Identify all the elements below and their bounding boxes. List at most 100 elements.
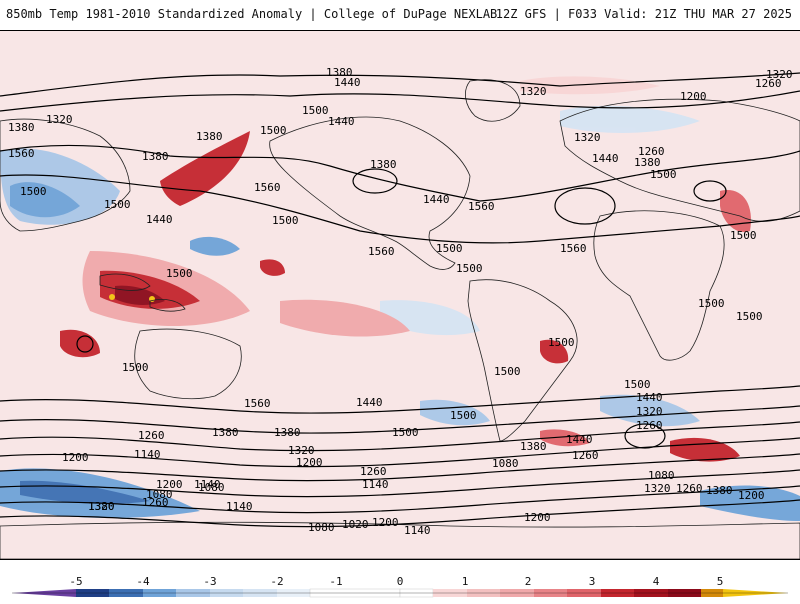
contour-label: 1560 (8, 147, 35, 160)
continent-outlines (0, 79, 800, 559)
closed-low-europe (693, 180, 727, 202)
contour-line-1440-south (0, 405, 800, 434)
contour-label: 1200 (372, 516, 399, 529)
contour-label: 1020 (342, 518, 369, 531)
contour-label: 1200 (296, 456, 323, 469)
contour-label: 1440 (328, 115, 355, 128)
contour-label: 1380 (274, 426, 301, 439)
legend-tick-label: -2 (270, 575, 284, 588)
color-scale-legend (0, 566, 800, 600)
contour-label: 1140 (194, 478, 221, 491)
contour-label: 1080 (198, 481, 225, 494)
contour-line-1500-south (0, 385, 800, 414)
legend-tick-label: -4 (136, 575, 150, 588)
contour-label: 1500 (260, 124, 287, 137)
contour-label: 1500 (20, 185, 47, 198)
contour-label: 1500 (624, 378, 651, 391)
warm-anomaly-arctic (520, 76, 660, 95)
contour-label: 1560 (468, 200, 495, 213)
cold-anomaly-south-pacific (420, 399, 490, 426)
legend-tick-label: -1 (329, 575, 343, 588)
contour-label: 1260 (142, 496, 169, 509)
contour-label: 1500 (450, 409, 477, 422)
east-asia-outline (0, 118, 131, 232)
legend-tick-label: 3 (588, 575, 596, 588)
contour-label: 1320 (46, 113, 73, 126)
contour-label: 1500 (104, 198, 131, 211)
contour-label: 1260 (638, 145, 665, 158)
contour-label: 1500 (166, 267, 193, 280)
contour-label: 1500 (302, 104, 329, 117)
closed-low-southwest-pacific (76, 335, 94, 353)
contour-label: 1140 (362, 478, 389, 491)
contour-label: 1500 (272, 214, 299, 227)
contour-label: 1200 (680, 90, 707, 103)
legend-tick-label: 0 (396, 575, 404, 588)
contour-label: 1380 (326, 66, 353, 79)
contour-label: 1320 (636, 405, 663, 418)
contour-line-1080-south (0, 499, 800, 528)
warm-anomaly-northwest-pacific (160, 131, 250, 206)
map-canvas: 1380 1440 1320 1320 1260 1200 1380 1320 … (0, 31, 800, 559)
contour-line-1200-south (0, 469, 800, 498)
contour-label: 1260 (676, 482, 703, 495)
contour-label: 1140 (226, 500, 253, 513)
contour-label: 1260 (360, 465, 387, 478)
contour-label: 1320 (574, 131, 601, 144)
contour-line-1560-north (0, 174, 800, 244)
contour-label: 1440 (592, 152, 619, 165)
contour-labels: 1380 1440 1320 1320 1260 1200 1380 1320 … (8, 66, 793, 537)
contour-label: 1560 (560, 242, 587, 255)
legend-tick-label: -3 (203, 575, 217, 588)
contour-label: 1440 (566, 433, 593, 446)
contour-label: 1500 (392, 426, 419, 439)
contour-label: 1080 (648, 469, 675, 482)
contour-label: 1500 (548, 336, 575, 349)
legend-tick-label: -5 (69, 575, 83, 588)
contour-label: 1320 (288, 444, 315, 457)
contour-label: 1440 (423, 193, 450, 206)
contour-label: 1560 (368, 245, 395, 258)
contour-label: 1200 (156, 478, 183, 491)
contour-label: 1500 (456, 262, 483, 275)
africa-outline (593, 210, 725, 361)
cold-anomaly-core (10, 182, 80, 218)
contour-label: 1500 (436, 242, 463, 255)
contour-label: 1320 (644, 482, 671, 495)
north-america-outline (269, 116, 471, 270)
contour-label: 1440 (334, 76, 361, 89)
contour-label: 1500 (698, 297, 725, 310)
cold-anomaly-central-pacific (190, 236, 240, 256)
contour-label: 1260 (138, 429, 165, 442)
antarctica-outline (0, 521, 800, 559)
warm-anomaly-south-atlantic (540, 429, 590, 447)
eurasia-outline (559, 98, 800, 222)
legend-tick-label: 4 (652, 575, 660, 588)
closed-low-northeast-pacific (352, 168, 398, 194)
contour-line-1320-south (0, 437, 800, 468)
contour-label: 1440 (356, 396, 383, 409)
contour-label: 1080 (308, 521, 335, 534)
borneo-outline (99, 273, 151, 291)
south-america-outline (467, 279, 578, 442)
height-contours (0, 72, 800, 528)
contour-label: 1380 (196, 130, 223, 143)
contour-label: 1320 (766, 68, 793, 81)
contour-label: 1560 (254, 181, 281, 194)
legend-svg (12, 588, 788, 598)
contour-line-1500-north (0, 144, 800, 202)
anomaly-shading (0, 76, 800, 521)
contour-label: 1380 (706, 484, 733, 497)
warm-anomaly-east-pacific (280, 299, 410, 337)
contour-label: 1380 (520, 440, 547, 453)
anomaly-map: 1380 1440 1320 1320 1260 1200 1380 1320 … (0, 30, 800, 560)
contour-label: 1200 (738, 489, 765, 502)
contour-line-1380-south (0, 421, 800, 452)
contour-line-1380-north (0, 72, 800, 97)
contour-label: 1140 (134, 448, 161, 461)
contour-label: 1440 (146, 213, 173, 226)
contour-label: 1200 (62, 451, 89, 464)
contour-label: 1500 (650, 168, 677, 181)
contour-label: 1200 (524, 511, 551, 524)
contour-label: 1380 (212, 426, 239, 439)
